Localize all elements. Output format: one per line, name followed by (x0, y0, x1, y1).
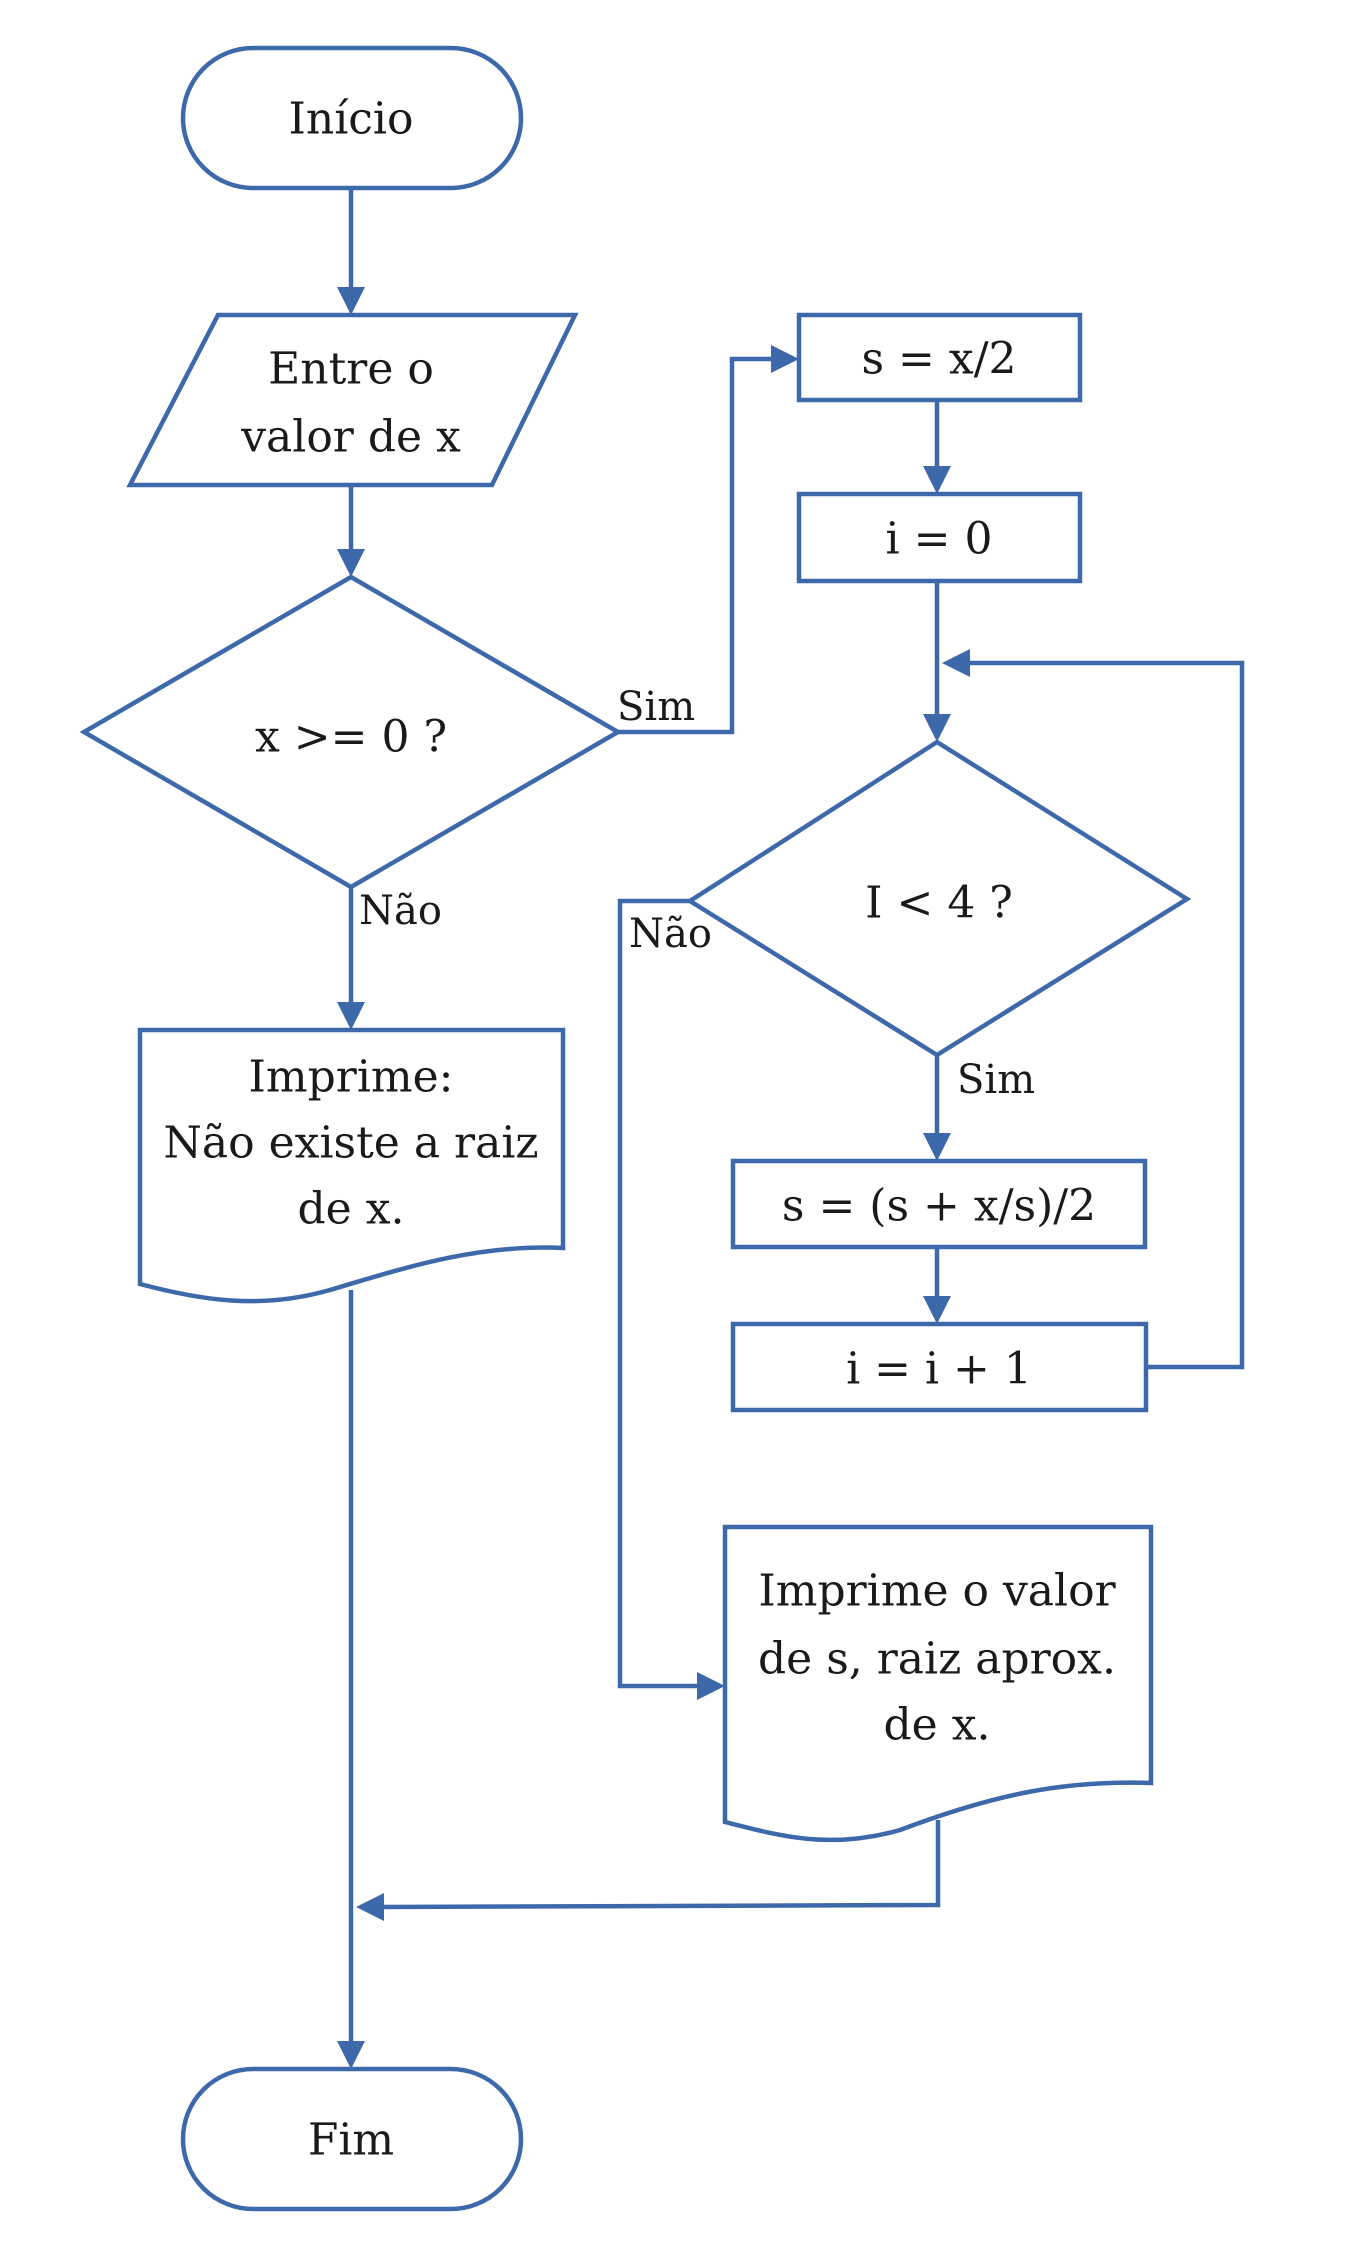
decision-i-label: I < 4 ? (865, 878, 1013, 929)
edge-label-x-yes: Sim (617, 684, 695, 730)
edge-loop-back (966, 660, 1245, 1370)
connectors (337, 188, 1245, 2069)
arrowhead (942, 649, 970, 677)
arrowhead (923, 1133, 951, 1161)
edge-label-x-no: Não (359, 888, 442, 934)
print-no-root-line1: Imprime: (249, 1052, 454, 1103)
input-label-line2: valor de x (240, 412, 461, 463)
arrowhead (923, 466, 951, 494)
print-result-line2: de s, raiz aprox. (758, 1634, 1116, 1685)
arrowhead (337, 287, 365, 315)
print-result-document: Imprime o valor de s, raiz aprox. de x. (722, 1524, 1154, 1843)
arrowhead (337, 549, 365, 577)
edge-label-i-no: Não (629, 911, 712, 957)
arrowhead (771, 345, 799, 373)
process-update-s: s = (s + x/s)/2 (730, 1158, 1148, 1250)
input-parallelogram: Entre o valor de x (126, 312, 579, 488)
arrowhead (356, 1893, 384, 1921)
decision-x-label: x >= 0 ? (255, 712, 447, 763)
assign-i-label: i = 0 (886, 514, 993, 565)
edge-print-result-to-join (379, 1820, 941, 1910)
process-increment-i: i = i + 1 (730, 1321, 1149, 1413)
end-terminator: Fim (180, 2066, 524, 2212)
start-terminator: Início (180, 45, 524, 191)
update-s-label: s = (s + x/s)/2 (782, 1181, 1096, 1232)
arrowhead (923, 714, 951, 742)
print-no-root-line2: Não existe a raiz (163, 1118, 538, 1169)
arrowhead (697, 1672, 725, 1700)
process-assign-i: i = 0 (796, 491, 1083, 584)
arrowhead (337, 2041, 365, 2069)
assign-s-label: s = x/2 (861, 334, 1016, 385)
edge-decision-yes-to-assign-s (618, 356, 775, 735)
increment-i-label: i = i + 1 (846, 1344, 1032, 1395)
input-label-line1: Entre o (268, 344, 434, 395)
decision-x-nonnegative: x >= 0 ? (79, 574, 623, 890)
edge-decision-i-no-to-print-result (617, 898, 701, 1689)
end-label: Fim (308, 2115, 394, 2166)
print-result-line1: Imprime o valor (758, 1566, 1116, 1617)
decision-i-less-than-4: I < 4 ? (685, 739, 1192, 1058)
process-assign-s: s = x/2 (796, 312, 1083, 403)
print-no-root-line3: de x. (298, 1184, 405, 1235)
print-no-root-document: Imprime: Não existe a raiz de x. (137, 1027, 566, 1304)
arrowhead (337, 1002, 365, 1030)
arrowhead (923, 1296, 951, 1324)
start-label: Início (289, 94, 414, 145)
edge-label-i-yes: Sim (957, 1057, 1035, 1103)
print-result-line3: de x. (884, 1700, 991, 1751)
